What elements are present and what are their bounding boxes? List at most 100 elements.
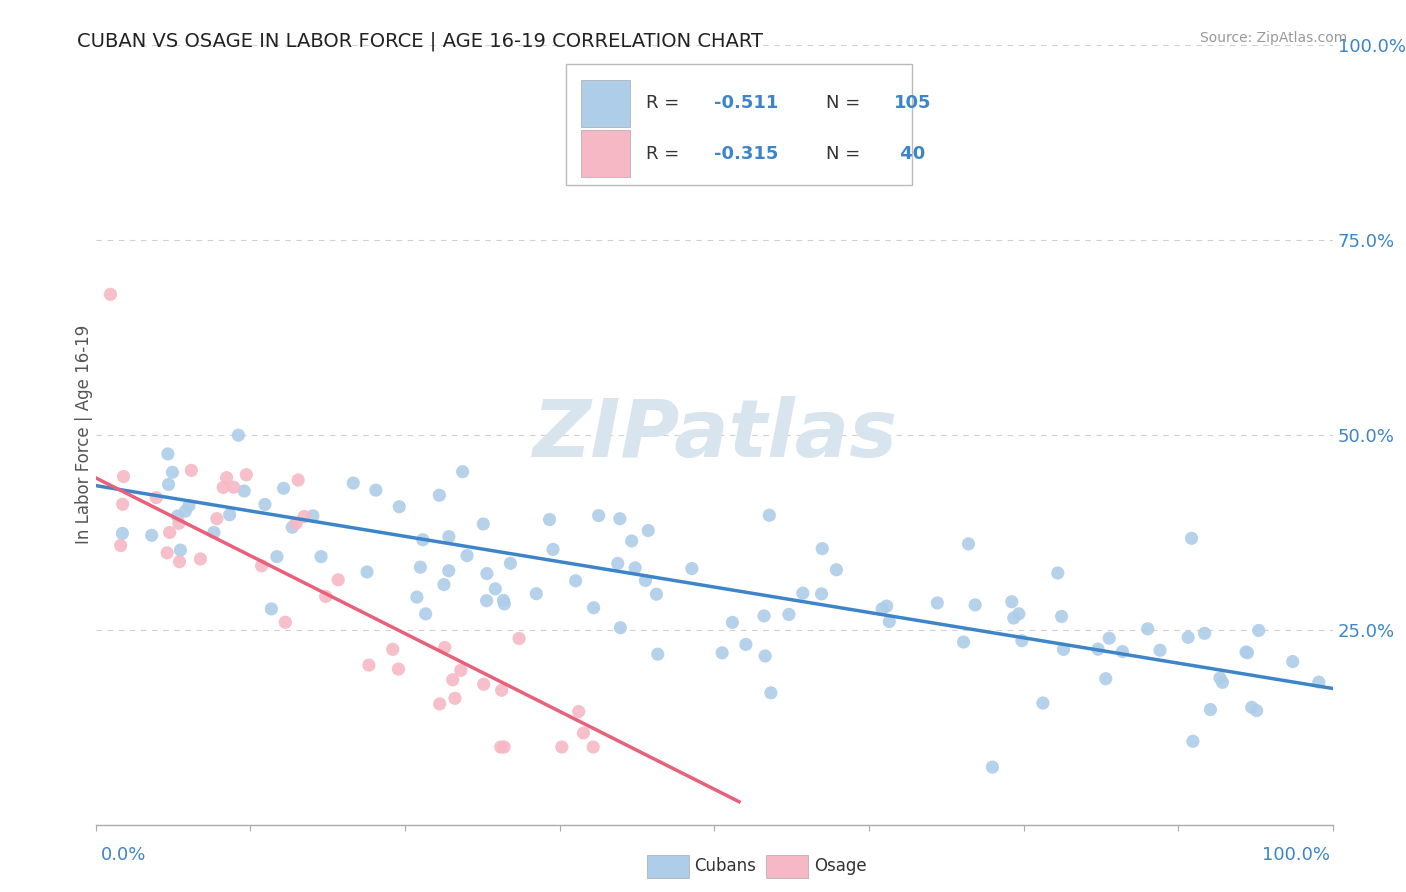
Point xyxy=(588,508,610,523)
Point xyxy=(494,597,516,611)
Point xyxy=(429,697,451,711)
Point xyxy=(879,615,901,629)
Point xyxy=(572,726,595,740)
Point xyxy=(620,533,643,548)
Point xyxy=(952,635,974,649)
Point xyxy=(1181,734,1204,748)
Text: 100.0%: 100.0% xyxy=(1263,846,1330,863)
Point xyxy=(1094,672,1116,686)
Point xyxy=(180,463,202,477)
Text: ZIPatlas: ZIPatlas xyxy=(531,396,897,474)
Point xyxy=(387,662,409,676)
Point xyxy=(609,621,631,635)
Point xyxy=(157,477,180,491)
Point xyxy=(441,673,464,687)
Point xyxy=(292,509,315,524)
Point xyxy=(167,516,190,531)
Point xyxy=(166,509,188,524)
Point xyxy=(711,646,734,660)
Text: Osage: Osage xyxy=(814,857,866,875)
Point xyxy=(721,615,744,630)
Point xyxy=(1046,566,1069,580)
Text: CUBAN VS OSAGE IN LABOR FORCE | AGE 16-19 CORRELATION CHART: CUBAN VS OSAGE IN LABOR FORCE | AGE 16-1… xyxy=(77,31,763,51)
Point xyxy=(1032,696,1054,710)
Point xyxy=(475,566,498,581)
Point xyxy=(451,465,474,479)
Point xyxy=(624,561,647,575)
Point xyxy=(437,530,460,544)
Point xyxy=(174,504,197,518)
Point xyxy=(1111,644,1133,658)
Point xyxy=(156,447,179,461)
Point xyxy=(285,516,308,531)
Point xyxy=(356,565,378,579)
Point xyxy=(810,587,832,601)
Point xyxy=(433,640,456,655)
Point xyxy=(450,663,472,677)
Point xyxy=(456,549,478,563)
Point xyxy=(381,642,404,657)
Point xyxy=(145,491,167,505)
Point xyxy=(475,593,498,607)
Text: N =: N = xyxy=(825,145,866,163)
Point xyxy=(1194,626,1216,640)
Point xyxy=(489,740,512,755)
Point xyxy=(169,555,191,569)
Point xyxy=(484,582,506,596)
Point xyxy=(364,483,387,498)
Point xyxy=(494,740,516,755)
Point xyxy=(1008,607,1031,621)
Text: R =: R = xyxy=(647,145,685,163)
Point xyxy=(328,573,350,587)
Point xyxy=(233,483,256,498)
Point xyxy=(202,525,225,540)
Point xyxy=(342,476,364,491)
Point xyxy=(492,593,515,607)
Point xyxy=(266,549,288,564)
Point xyxy=(508,632,530,646)
Point xyxy=(177,499,200,513)
Point xyxy=(965,598,987,612)
FancyBboxPatch shape xyxy=(581,79,630,127)
Point xyxy=(681,561,703,575)
Point xyxy=(1211,675,1233,690)
Point xyxy=(437,564,460,578)
Point xyxy=(825,563,848,577)
Point xyxy=(637,524,659,538)
Point xyxy=(1149,643,1171,657)
Point xyxy=(1002,611,1025,625)
Point xyxy=(524,587,547,601)
Point xyxy=(634,574,657,588)
Point xyxy=(1052,642,1074,657)
Point xyxy=(110,539,132,553)
Text: N =: N = xyxy=(825,95,866,112)
Point xyxy=(315,590,337,604)
Point xyxy=(1050,609,1073,624)
Point xyxy=(162,465,184,479)
Point xyxy=(582,600,605,615)
Point xyxy=(981,760,1004,774)
Point xyxy=(250,558,273,573)
Point xyxy=(388,500,411,514)
Point xyxy=(273,481,295,495)
Text: 105: 105 xyxy=(894,95,931,112)
Point xyxy=(281,520,304,534)
Point xyxy=(1209,671,1232,685)
Point xyxy=(1236,646,1258,660)
Point xyxy=(1199,702,1222,716)
Point xyxy=(100,287,122,301)
Point xyxy=(927,596,949,610)
Point xyxy=(645,587,668,601)
Point xyxy=(205,511,228,525)
Point xyxy=(302,508,325,523)
Text: 0.0%: 0.0% xyxy=(101,846,146,863)
Point xyxy=(415,607,437,621)
Point xyxy=(564,574,586,588)
Point xyxy=(811,541,834,556)
Point xyxy=(357,658,380,673)
Point xyxy=(309,549,332,564)
Point xyxy=(758,508,780,523)
Point xyxy=(444,691,467,706)
Point xyxy=(427,488,450,502)
Point xyxy=(169,543,191,558)
